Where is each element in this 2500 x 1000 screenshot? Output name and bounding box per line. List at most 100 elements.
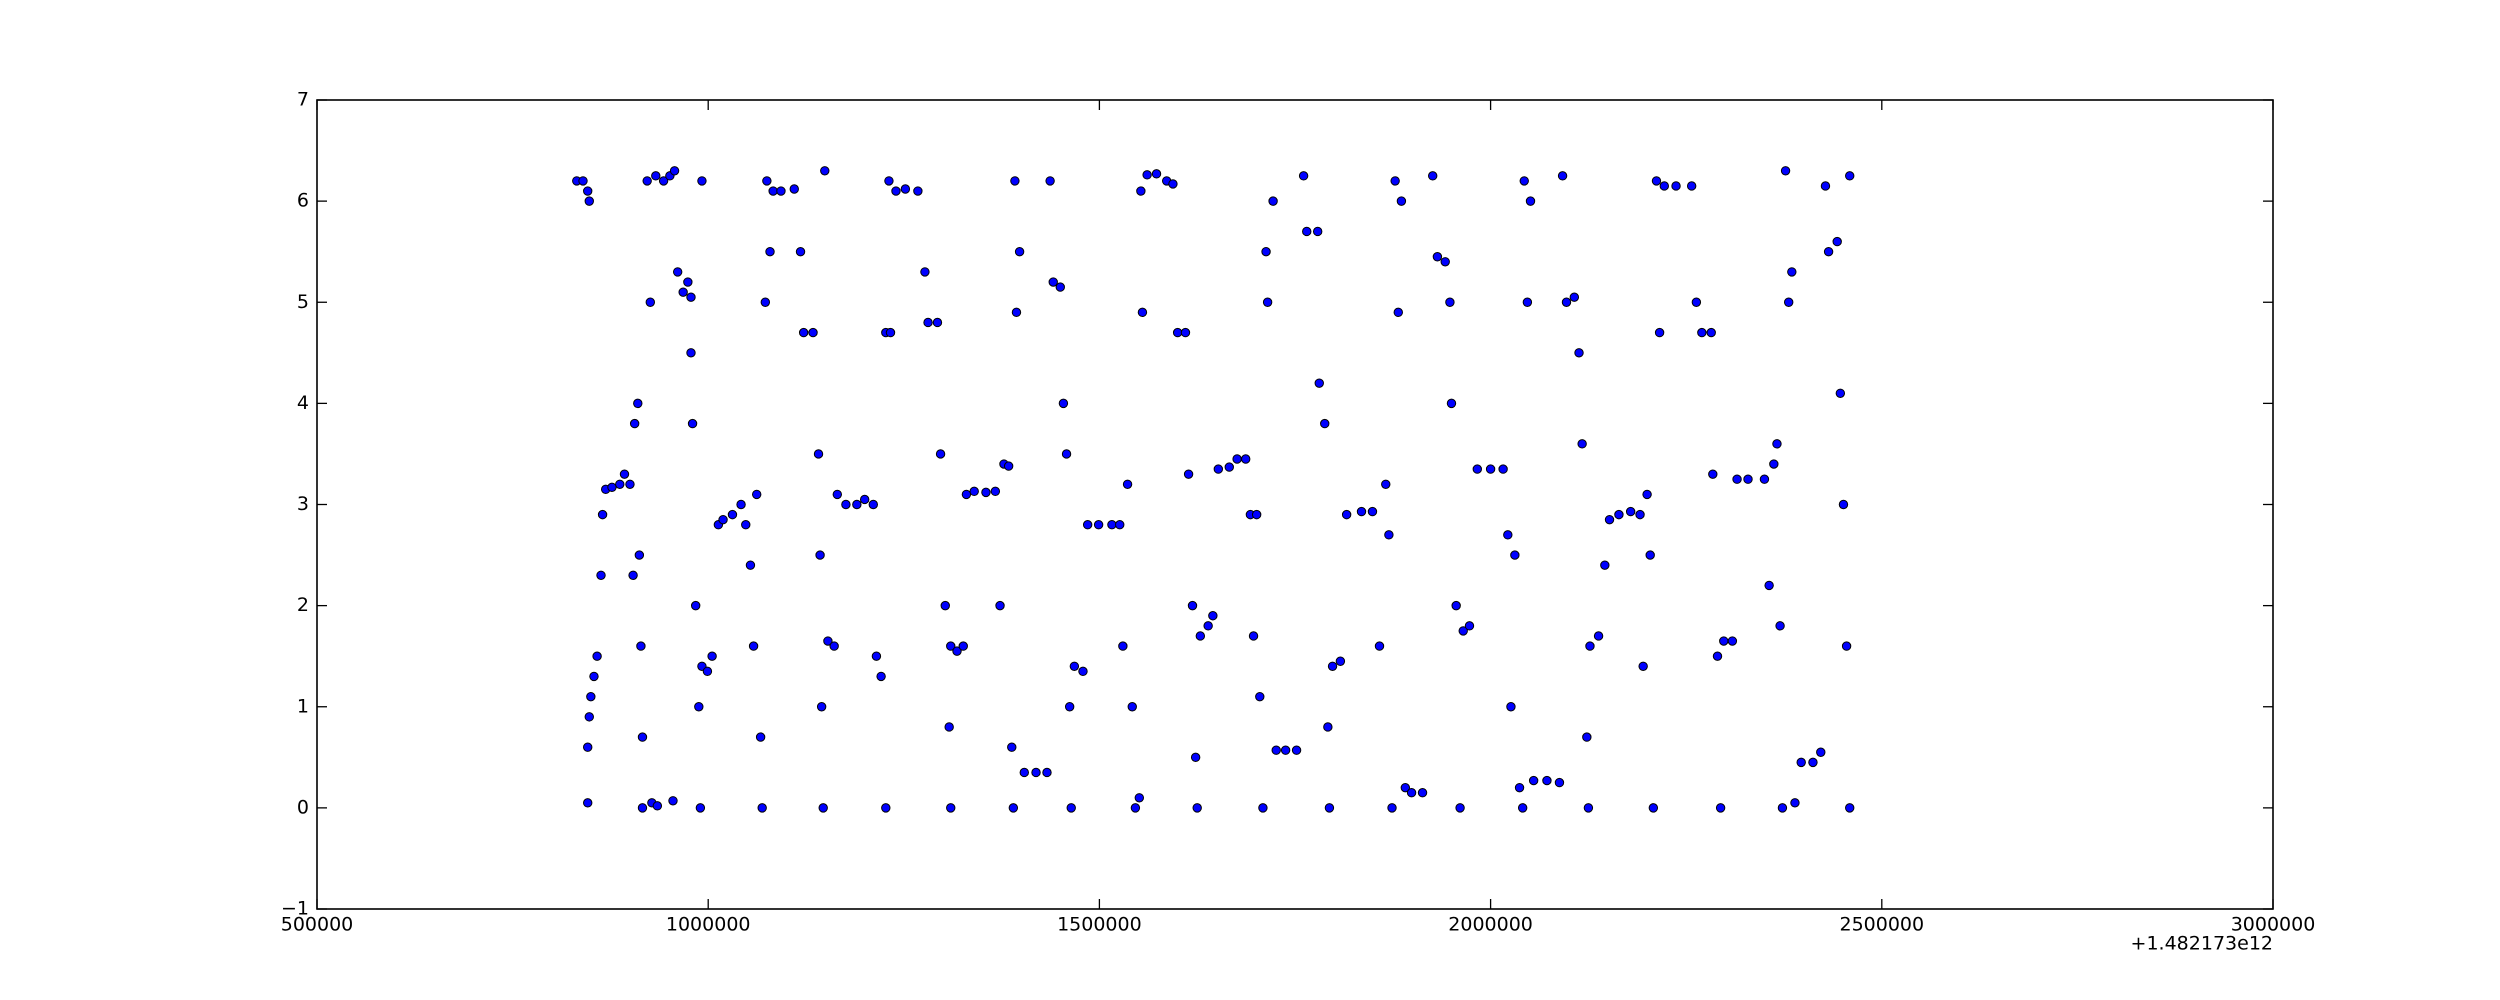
scatter-point xyxy=(596,570,606,580)
scatter-point xyxy=(1787,267,1797,277)
scatter-point xyxy=(697,176,707,186)
scatter-point xyxy=(1208,611,1218,621)
scatter-point xyxy=(913,186,923,196)
plot-area xyxy=(317,100,2273,909)
scatter-point xyxy=(900,184,911,194)
scatter-point xyxy=(741,520,751,530)
scatter-point xyxy=(597,509,608,520)
scatter-point xyxy=(1719,636,1729,646)
scatter-point xyxy=(658,176,669,186)
scatter-point xyxy=(1706,327,1716,338)
scatter-point xyxy=(651,171,661,181)
scatter-point xyxy=(634,550,645,560)
scatter-point xyxy=(1525,196,1536,206)
scatter-point xyxy=(1542,775,1552,786)
scatter-point xyxy=(1708,469,1718,479)
scatter-point xyxy=(1446,398,1457,409)
scatter-point xyxy=(881,803,891,813)
scatter-point xyxy=(820,166,830,176)
x-tick-label: 500000 xyxy=(281,914,354,936)
scatter-point xyxy=(686,348,696,358)
scatter-point xyxy=(1137,307,1148,318)
scatter-point xyxy=(920,267,930,277)
scatter-point xyxy=(829,641,839,651)
scatter-point xyxy=(586,691,596,702)
scatter-point xyxy=(946,803,956,813)
scatter-point xyxy=(1008,803,1019,813)
scatter-point xyxy=(578,176,588,186)
scatter-point xyxy=(1262,297,1273,307)
scatter-point xyxy=(818,803,828,813)
scatter-point xyxy=(969,486,979,497)
scatter-point xyxy=(1298,171,1309,181)
scatter-point xyxy=(1600,560,1610,570)
scatter-point xyxy=(808,327,818,338)
scatter-point xyxy=(669,166,680,176)
scatter-point xyxy=(823,636,833,646)
scatter-point xyxy=(1042,767,1052,778)
scatter-point xyxy=(1503,530,1513,540)
scatter-point xyxy=(1517,803,1528,813)
x-tick-label: 2500000 xyxy=(1839,914,1924,936)
scatter-point xyxy=(1659,181,1669,191)
scatter-point xyxy=(1010,176,1020,186)
scatter-point xyxy=(589,671,599,682)
scatter-point xyxy=(1506,702,1516,712)
scatter-point xyxy=(1712,651,1723,661)
scatter-point xyxy=(1136,186,1146,196)
scatter-point xyxy=(1841,641,1852,651)
scatter-point xyxy=(629,418,640,429)
scatter-point xyxy=(1195,631,1206,641)
scatter-point xyxy=(1498,464,1508,474)
scatter-point xyxy=(1093,520,1104,530)
scatter-point xyxy=(636,641,646,651)
marks xyxy=(572,166,1855,813)
scatter-point xyxy=(1585,641,1595,651)
scatter-point xyxy=(816,702,827,712)
scatter-point xyxy=(1232,454,1242,464)
scatter-point xyxy=(1335,656,1346,666)
scatter-point xyxy=(884,176,894,186)
scatter-point xyxy=(1127,702,1137,712)
scatter-point xyxy=(1808,757,1818,768)
scatter-point xyxy=(1638,661,1648,671)
scatter-point xyxy=(1011,307,1022,318)
scatter-point xyxy=(958,641,968,651)
scatter-point xyxy=(694,702,704,712)
scatter-point xyxy=(1255,691,1265,702)
scatter-point xyxy=(583,798,593,808)
scatter-point xyxy=(1187,600,1198,611)
scatter-point xyxy=(1686,181,1697,191)
scatter-point xyxy=(961,489,972,500)
scatter-point xyxy=(1651,176,1662,186)
scatter-point xyxy=(1183,469,1194,479)
scatter-point xyxy=(1417,788,1428,798)
scatter-point xyxy=(765,246,775,257)
scatter-point xyxy=(1715,803,1726,813)
scatter-point xyxy=(1107,520,1117,530)
scatter-point xyxy=(1115,520,1125,530)
scatter-point xyxy=(1291,745,1302,755)
scatter-point xyxy=(1823,246,1834,257)
scatter-point xyxy=(1583,803,1594,813)
scatter-point xyxy=(1280,745,1291,755)
scatter-point xyxy=(1261,246,1271,257)
scatter-point xyxy=(633,398,643,409)
scatter-point xyxy=(1671,181,1681,191)
scatter-point xyxy=(1320,418,1330,429)
y-tick-label: 3 xyxy=(297,493,309,515)
scatter-point xyxy=(876,671,886,682)
scatter-point xyxy=(1593,631,1604,641)
scatter-point xyxy=(760,297,771,307)
scatter-point xyxy=(1327,661,1338,671)
scatter-point xyxy=(1577,439,1587,449)
scatter-point xyxy=(1780,166,1791,176)
scatter-point xyxy=(859,494,870,505)
scatter-point xyxy=(832,489,842,500)
scatter-point xyxy=(1458,626,1468,636)
scatter-point xyxy=(1845,171,1855,181)
scatter-point xyxy=(815,550,825,560)
scatter-point xyxy=(1625,506,1636,517)
